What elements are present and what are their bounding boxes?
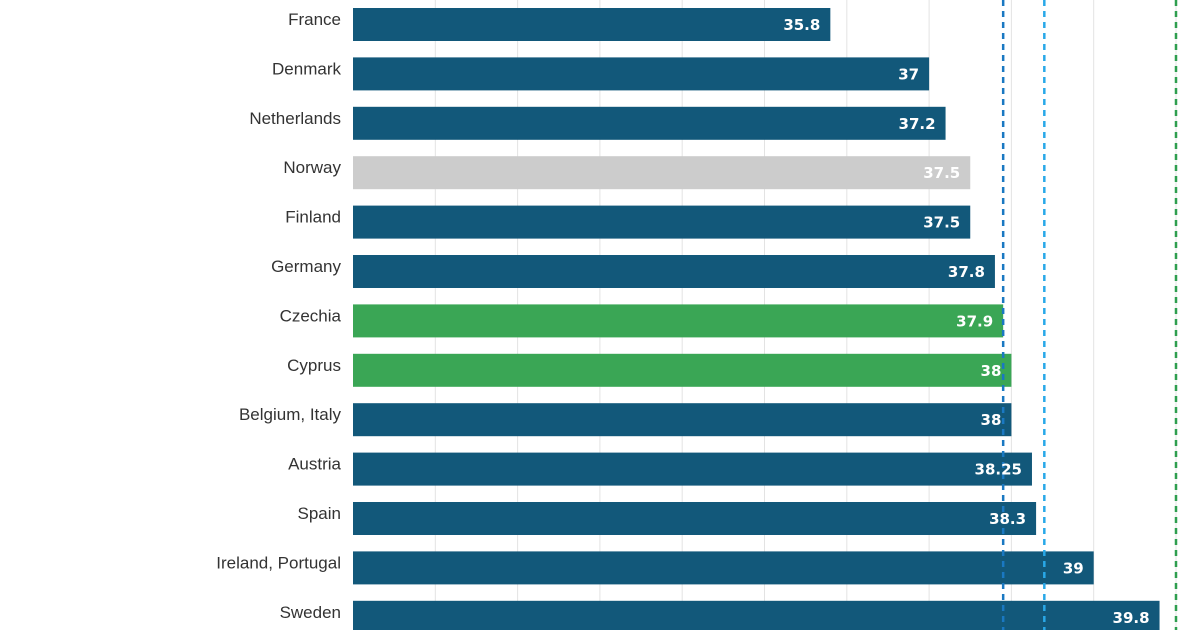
category-label: Belgium, Italy: [239, 405, 342, 424]
value-label: 37.5: [923, 214, 960, 232]
bar: [353, 452, 1032, 486]
category-label: Germany: [271, 257, 341, 276]
bar: [353, 600, 1160, 630]
bar: [353, 353, 1012, 387]
category-label: Norway: [283, 158, 341, 177]
bar: [353, 304, 1004, 338]
category-label: Ireland, Portugal: [216, 553, 341, 572]
bar-layer: [353, 8, 1160, 630]
value-label: 39.8: [1113, 609, 1150, 627]
category-labels: France 35.8 Denmark 37 Netherlands 37.2 Norway…: [216, 10, 1149, 627]
category-label: France: [288, 10, 341, 29]
bar: [353, 106, 946, 140]
bar: [353, 156, 971, 190]
value-label: 38: [981, 411, 1002, 429]
value-label: 39: [1063, 559, 1084, 577]
value-label: 38: [981, 362, 1002, 380]
bar: [353, 551, 1094, 585]
value-label: 37.2: [899, 115, 936, 133]
value-label: 37: [898, 65, 919, 83]
category-label: Cyprus: [287, 356, 341, 375]
bar: [353, 502, 1037, 535]
bar: [353, 403, 1012, 437]
category-label: Netherlands: [249, 109, 341, 128]
value-label: 38.25: [975, 461, 1022, 479]
value-label: 37.5: [923, 164, 960, 182]
bar: [353, 255, 995, 288]
bar: [353, 8, 831, 41]
category-label: Denmark: [272, 59, 341, 78]
bar: [353, 57, 930, 91]
category-label: Czechia: [280, 306, 342, 325]
value-label: 37.9: [956, 312, 993, 330]
reference-lines: [1001, 0, 1178, 630]
value-label: 37.8: [948, 263, 985, 281]
category-label: Spain: [298, 504, 341, 523]
category-label: Austria: [288, 455, 341, 474]
value-label: 38.3: [989, 510, 1026, 528]
bar: [353, 205, 971, 239]
value-label: 35.8: [783, 16, 820, 34]
category-label: Sweden: [280, 603, 341, 622]
category-label: Finland: [285, 208, 341, 227]
